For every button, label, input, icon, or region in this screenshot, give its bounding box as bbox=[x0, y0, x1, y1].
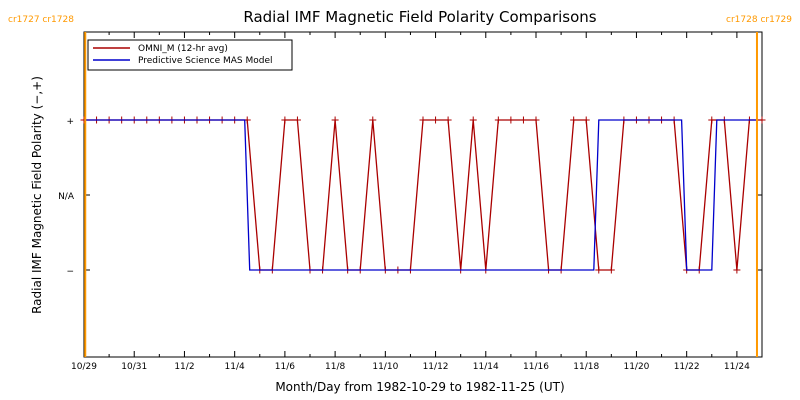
x-tick-label: 11/4 bbox=[225, 362, 245, 372]
series-layer bbox=[80, 116, 766, 274]
legend-label-omni: OMNI_M (12-hr avg) bbox=[138, 44, 228, 54]
data-point bbox=[595, 266, 603, 274]
x-tick-label: 10/29 bbox=[71, 362, 97, 372]
legend-box bbox=[87, 39, 293, 71]
x-axis: 10/29 10/31 11/2 11/4 11/6 11/8 11/10 11/12 11/1… bbox=[71, 32, 763, 372]
data-point bbox=[444, 116, 452, 124]
x-tick-label: 11/10 bbox=[372, 362, 398, 372]
data-point bbox=[419, 116, 427, 124]
x-tick-label: 11/12 bbox=[423, 362, 449, 372]
x-tick-label: 11/6 bbox=[275, 362, 295, 372]
carrington-marker-label: cr1728 cr1729 bbox=[726, 15, 792, 25]
data-point bbox=[570, 116, 578, 124]
data-point bbox=[582, 116, 590, 124]
x-axis-title: Month/Day from 1982-10-29 to 1982-11-25 … bbox=[275, 380, 564, 394]
x-tick-label: 11/16 bbox=[523, 362, 549, 372]
data-point bbox=[532, 116, 540, 124]
x-tick-label: 11/24 bbox=[724, 362, 750, 372]
data-point bbox=[758, 116, 766, 124]
x-tick-label: 11/2 bbox=[174, 362, 194, 372]
data-point bbox=[494, 116, 502, 124]
series-line-0 bbox=[84, 119, 762, 271]
y-tick-label: − bbox=[66, 267, 74, 277]
plot-frame bbox=[83, 31, 763, 358]
series-line-1 bbox=[84, 119, 757, 271]
data-point bbox=[369, 116, 377, 124]
y-tick-label: N/A bbox=[58, 192, 75, 202]
legend-label-mas: Predictive Science MAS Model bbox=[138, 56, 273, 66]
y-axis-title: Radial IMF Magnetic Field Polarity (−,+) bbox=[30, 76, 44, 314]
data-point bbox=[519, 116, 527, 124]
data-point bbox=[469, 116, 477, 124]
x-tick-label: 11/18 bbox=[573, 362, 599, 372]
data-point bbox=[733, 266, 741, 274]
data-point bbox=[708, 116, 716, 124]
x-tick-label: 11/22 bbox=[674, 362, 700, 372]
data-point bbox=[281, 116, 289, 124]
chart-title: Radial IMF Magnetic Field Polarity Compa… bbox=[243, 8, 596, 26]
data-point bbox=[607, 266, 615, 274]
data-point bbox=[432, 116, 440, 124]
y-tick-label: + bbox=[66, 117, 74, 127]
x-tick-label: 11/14 bbox=[473, 362, 499, 372]
data-point bbox=[507, 116, 515, 124]
y-axis: + N/A − bbox=[58, 117, 762, 277]
x-tick-label: 11/20 bbox=[623, 362, 649, 372]
x-tick-label: 11/8 bbox=[325, 362, 345, 372]
data-point bbox=[331, 116, 339, 124]
data-point bbox=[293, 116, 301, 124]
x-tick-label: 10/31 bbox=[121, 362, 147, 372]
legend: OMNI_M (12-hr avg) Predictive Science MA… bbox=[87, 39, 293, 71]
carrington-markers: cr1727 cr1728 cr1728 cr1729 bbox=[8, 15, 792, 357]
carrington-marker-label: cr1727 cr1728 bbox=[8, 15, 74, 25]
